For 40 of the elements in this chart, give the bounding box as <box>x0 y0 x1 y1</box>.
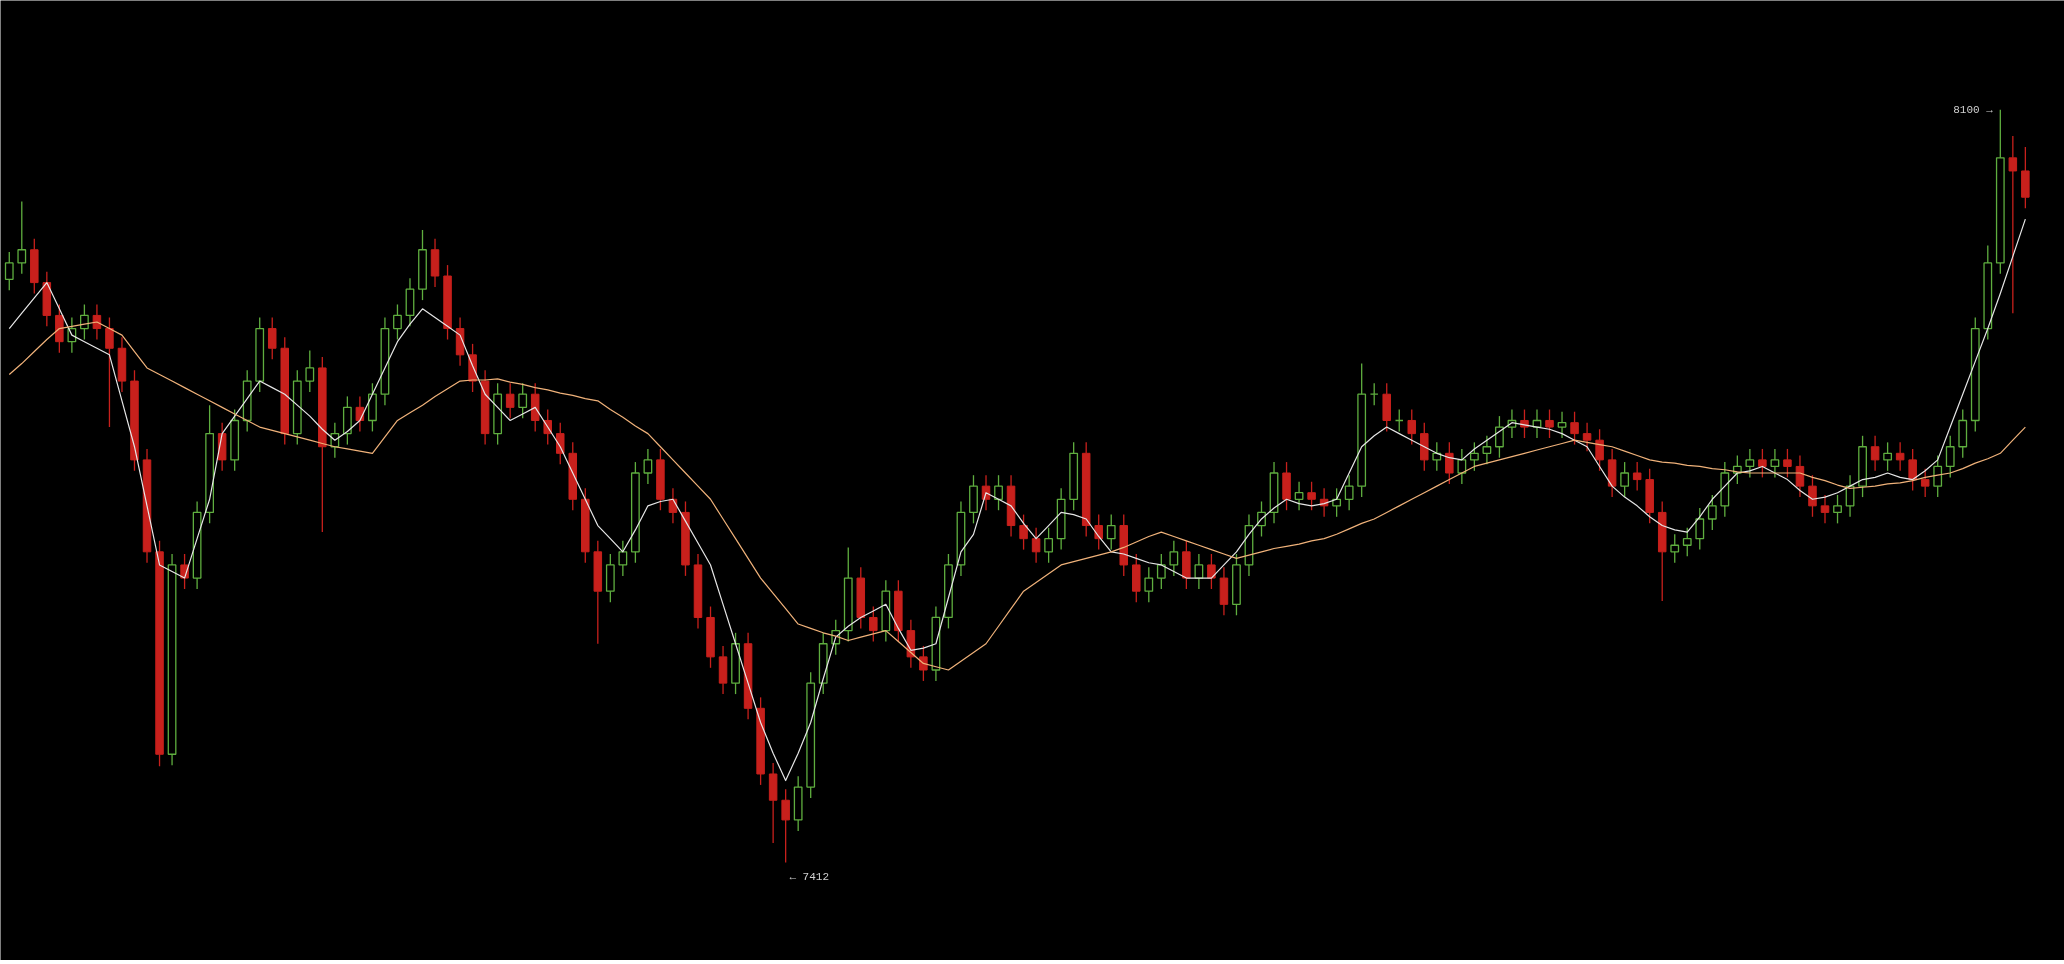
candlestick <box>1607 448 1617 498</box>
candlestick <box>1895 441 1905 472</box>
candlestick <box>693 553 703 630</box>
annotation: 8100 → <box>1953 103 1994 116</box>
candlestick <box>1820 494 1830 525</box>
candlestick <box>643 448 653 485</box>
candlestick <box>1244 513 1254 577</box>
candlestick <box>380 316 390 406</box>
candlestick <box>1845 474 1855 518</box>
candlestick <box>355 395 365 433</box>
candlestick <box>1745 448 1755 479</box>
candlestick <box>1770 448 1780 479</box>
candlestick <box>768 762 778 844</box>
candlestick <box>1557 411 1567 439</box>
candlestick <box>618 540 628 577</box>
candlestick <box>1194 553 1204 590</box>
candlestick <box>1457 448 1467 485</box>
candlestick <box>1031 527 1041 564</box>
candlestick <box>117 336 127 393</box>
candlestick <box>1870 435 1880 472</box>
candlestick <box>1269 461 1279 525</box>
candlestick <box>1294 481 1304 511</box>
candlestick <box>405 277 415 328</box>
candlestick <box>1482 435 1492 465</box>
candlestick <box>430 238 440 288</box>
candlestick <box>167 553 177 766</box>
text: ← 7412 <box>789 870 830 883</box>
candlestick <box>1056 487 1066 551</box>
candlestick <box>2008 135 2018 314</box>
candlestick <box>1006 474 1016 538</box>
candlestick <box>192 500 202 590</box>
candlestick <box>718 645 728 695</box>
candlestick <box>1507 408 1517 439</box>
candlestick <box>956 500 966 577</box>
candlestick <box>67 316 77 354</box>
candlestick <box>931 605 941 682</box>
candlestick <box>1582 422 1592 452</box>
candlestick <box>480 369 490 446</box>
candlestick <box>1219 566 1229 616</box>
candlestick <box>1532 408 1542 439</box>
